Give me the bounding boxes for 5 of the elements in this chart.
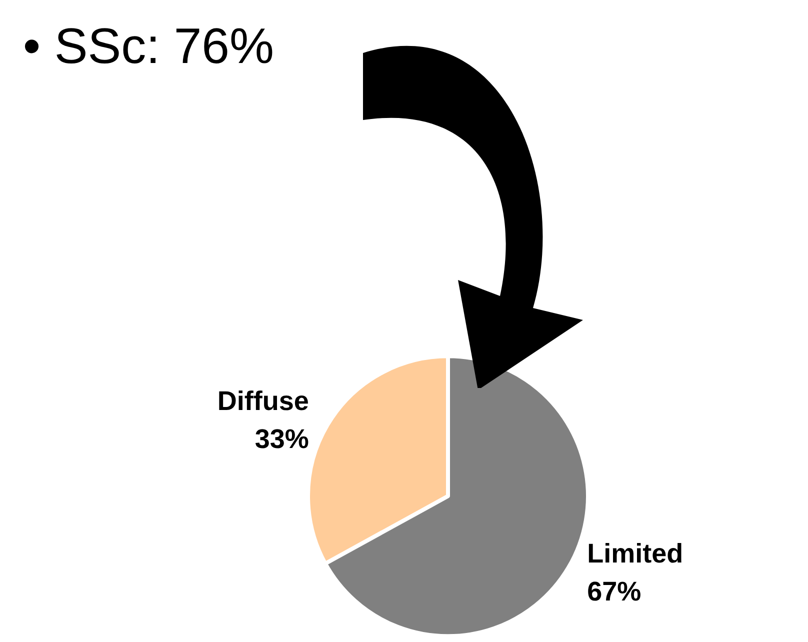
data-label: 33% [254,424,309,454]
slice-label: Diffuse [217,386,309,416]
data-label: 67% [587,576,642,607]
chart-title: • SSc: 76% [23,18,274,74]
slice-label: Limited [587,538,684,569]
